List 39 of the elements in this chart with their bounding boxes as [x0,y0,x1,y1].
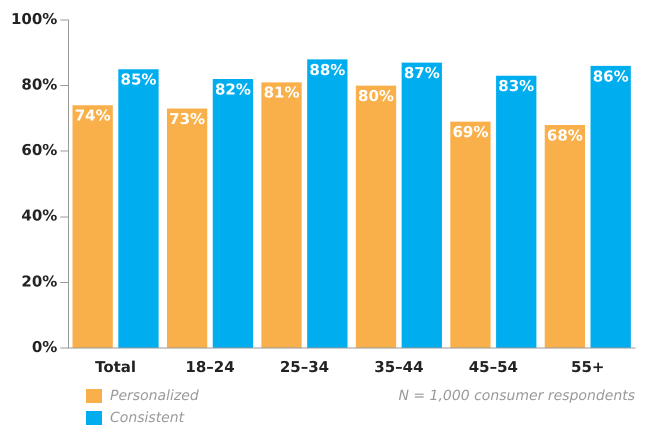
y-tick-label: 40% [21,206,58,225]
legend-label: Personalized [110,388,199,404]
y-tick-label: 80% [21,75,58,94]
data-label: 80% [358,86,394,105]
data-label: 69% [452,123,488,142]
y-tick-label: 0% [32,338,58,356]
bar [544,124,586,348]
data-label: 82% [214,80,251,98]
y-tick-label: 60% [21,141,58,160]
x-tick-label: Total [95,358,136,376]
data-label: 83% [498,77,534,96]
y-tick-label: 20% [21,272,58,290]
data-label: 68% [546,126,583,144]
x-tick-label: 35–44 [374,358,424,376]
text: N = 1,000 consumer respondents [398,388,635,404]
bar [261,82,302,348]
data-label: 87% [404,64,440,82]
x-tick-label: 45–54 [468,358,518,376]
y-tick-label: 100% [10,10,58,28]
bar [212,79,254,348]
x-tick-label: 25–34 [280,358,330,376]
bar [307,59,348,348]
bar [72,105,113,348]
legend-label: Consistent [110,410,184,426]
bar [356,86,396,348]
data-label: 73% [169,110,206,128]
bar [118,69,159,348]
data-label: 81% [264,84,300,102]
data-label: 85% [120,70,156,89]
x-tick-label: 55+ [571,358,605,376]
x-tick-label: 18–24 [185,358,235,376]
data-label: 74% [74,106,111,125]
bar [590,66,631,348]
bar [450,122,491,348]
data-label: 88% [309,60,346,79]
bar [496,76,536,348]
data-label: 86% [592,67,629,86]
bar [402,62,442,348]
bar [166,108,208,348]
